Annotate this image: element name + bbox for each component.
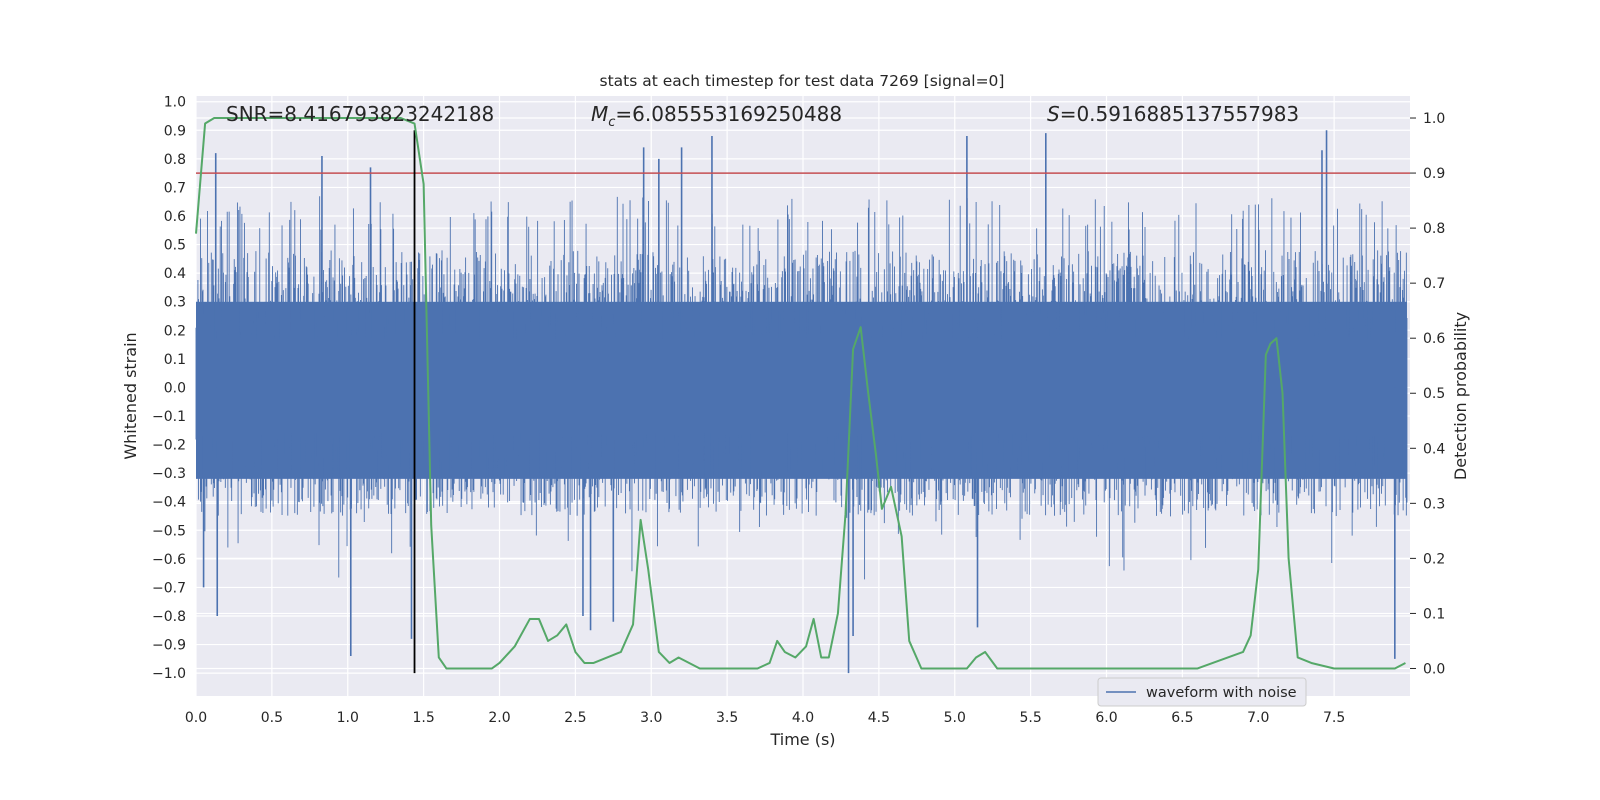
- s-annotation: S=0.5916885137557983: [1047, 102, 1299, 126]
- y-tick-label: 0.7: [164, 180, 186, 196]
- y-tick-label: −1.0: [152, 666, 186, 682]
- y-tick-label: 0.2: [164, 323, 186, 339]
- y2-tick-label: 0.7: [1423, 276, 1445, 292]
- x-tick-label: 3.5: [716, 710, 738, 726]
- y2-tick-label: 0.6: [1423, 331, 1445, 347]
- y-tick-label: −0.2: [152, 438, 186, 454]
- x-tick-label: 7.0: [1247, 710, 1269, 726]
- legend: waveform with noise: [1097, 677, 1307, 707]
- y-tick-label: −0.1: [152, 409, 186, 425]
- y-tick-label: 0.9: [164, 123, 186, 139]
- y-tick-label: 0.8: [164, 152, 186, 168]
- x-tick-label: 6.5: [1171, 710, 1193, 726]
- x-tick-label: 1.0: [337, 710, 359, 726]
- waveform-trace: [195, 196, 1408, 580]
- x-tick-label: 3.0: [640, 710, 662, 726]
- y-tick-label: 0.1: [164, 352, 186, 368]
- y-tick-label: −0.9: [152, 638, 186, 654]
- x-tick-label: 5.5: [1019, 710, 1041, 726]
- x-axis-label: Time (s): [769, 730, 835, 749]
- y2-tick-label: 0.5: [1423, 386, 1445, 402]
- y2-tick-label: 1.0: [1423, 111, 1445, 127]
- y2-tick-label: 0.8: [1423, 221, 1445, 237]
- waveform-series: [195, 130, 1408, 674]
- x-tick-label: 2.0: [488, 710, 510, 726]
- y-tick-label: −0.7: [152, 580, 186, 596]
- y2-tick-label: 0.4: [1423, 441, 1445, 457]
- chirp-mass-annotation: Mc=6.085553169250488: [591, 102, 842, 130]
- y-tick-label: 0.4: [164, 266, 186, 282]
- y2-axis-ticks: 1.0 0.9 0.8 0.7 0.6 0.5 0.4 0.3 0.2 0.1 0.0: [1410, 111, 1445, 677]
- y2-axis-label: Detection probability: [1451, 312, 1470, 480]
- x-tick-label: 5.0: [944, 710, 966, 726]
- chart-title: stats at each timestep for test data 726…: [600, 72, 1005, 90]
- y-tick-label: 0.3: [164, 295, 186, 311]
- x-tick-label: 1.5: [412, 710, 434, 726]
- y2-tick-label: 0.9: [1423, 166, 1445, 182]
- snr-annotation: SNR=8.416793823242188: [226, 102, 494, 126]
- x-tick-label: 6.0: [1095, 710, 1117, 726]
- x-tick-label: 0.0: [185, 710, 207, 726]
- y-axis-ticks: 1.0 0.9 0.8 0.7 0.6 0.5 0.4 0.3 0.2 0.1 0.0 −0.1 −0.…: [152, 95, 186, 682]
- x-tick-label: 0.5: [261, 710, 283, 726]
- y-tick-label: −0.5: [152, 523, 186, 539]
- legend-box: [1097, 677, 1307, 707]
- y-tick-label: 0.5: [164, 238, 186, 254]
- probability-line: [195, 117, 1406, 670]
- y2-tick-label: 0.1: [1423, 606, 1445, 622]
- y-tick-label: −0.4: [152, 495, 186, 511]
- y-tick-label: −0.8: [152, 609, 186, 625]
- probability-series: [195, 117, 1406, 670]
- y-tick-label: −0.3: [152, 466, 186, 482]
- x-axis-ticks: 0.0 0.5 1.0 1.5 2.0 2.5 3.0 3.5 4.0 4.5 5.0 5.5 6.0 6…: [185, 710, 1345, 726]
- y-tick-label: 0.0: [164, 380, 186, 396]
- y2-tick-label: 0.2: [1423, 551, 1445, 567]
- y-axis-label: Whitened strain: [121, 332, 140, 459]
- y-tick-label: −0.6: [152, 552, 186, 568]
- x-tick-label: 2.5: [564, 710, 586, 726]
- y-tick-label: 1.0: [164, 95, 186, 111]
- y2-tick-label: 0.0: [1423, 661, 1445, 677]
- x-tick-label: 4.0: [792, 710, 814, 726]
- x-tick-label: 4.5: [868, 710, 890, 726]
- y2-tick-label: 0.3: [1423, 496, 1445, 512]
- legend-label: waveform with noise: [1146, 685, 1297, 701]
- x-tick-label: 7.5: [1323, 710, 1345, 726]
- y-tick-label: 0.6: [164, 209, 186, 225]
